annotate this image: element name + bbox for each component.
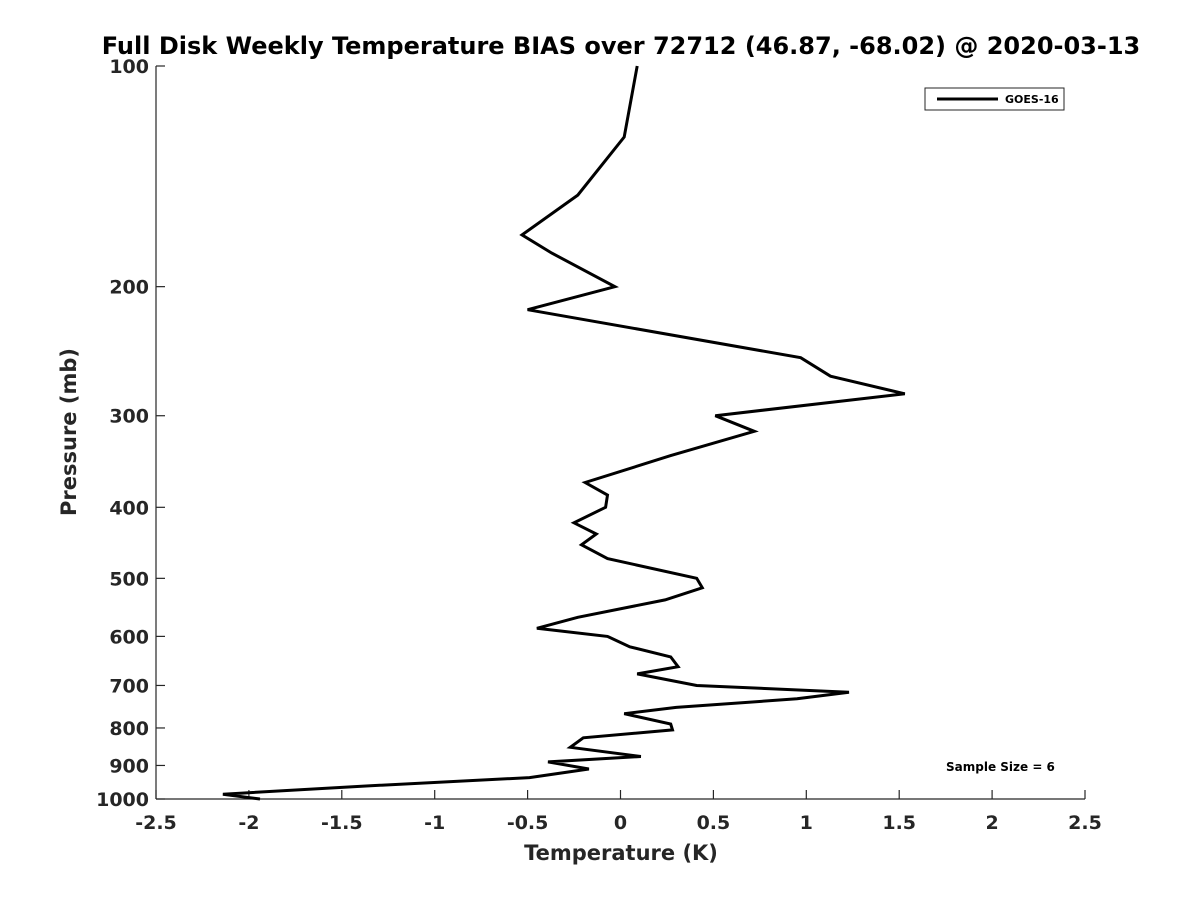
sample-size-annotation: Sample Size = 6 xyxy=(946,760,1055,774)
x-axis-label: Temperature (K) xyxy=(524,841,718,865)
x-tick-label: -1 xyxy=(424,812,445,834)
legend-label-goes-16: GOES-16 xyxy=(1005,93,1059,106)
series-line-goes-16 xyxy=(222,65,906,801)
x-tick-label: -2 xyxy=(238,812,259,834)
legend: GOES-16 xyxy=(924,87,1065,111)
y-tick-label: 900 xyxy=(109,755,149,777)
x-tick-label: 1.5 xyxy=(882,812,916,834)
y-tick-label: 1000 xyxy=(96,789,149,811)
y-tick-label: 800 xyxy=(109,718,149,740)
x-tick-label: -1.5 xyxy=(321,812,363,834)
x-tick-label: 0.5 xyxy=(697,812,731,834)
y-tick-label: 500 xyxy=(109,568,149,590)
y-axis-label: Pressure (mb) xyxy=(57,348,81,516)
x-tick-label: 1 xyxy=(800,812,813,834)
x-tick-label: -2.5 xyxy=(135,812,177,834)
x-tick-label: 0 xyxy=(614,812,627,834)
x-ticks: -2.5 -2 -1.5 -1 -0.5 0 0.5 1 1.5 2 2.5 xyxy=(135,790,1102,834)
chart-title: Full Disk Weekly Temperature BIAS over 7… xyxy=(102,32,1141,60)
y-tick-label: 400 xyxy=(109,497,149,519)
y-tick-label: 200 xyxy=(109,277,149,299)
x-tick-label: 2 xyxy=(985,812,998,834)
y-tick-label: 600 xyxy=(109,626,149,648)
y-tick-label: 100 xyxy=(109,56,149,78)
plot-area: -2.5 -2 -1.5 -1 -0.5 0 0.5 1 1.5 2 2.5 100 200 300 40… xyxy=(96,56,1102,834)
x-tick-label: -0.5 xyxy=(507,812,549,834)
y-ticks: 100 200 300 400 500 600 700 800 900 1000 xyxy=(96,56,165,811)
y-tick-label: 300 xyxy=(109,406,149,428)
x-tick-label: 2.5 xyxy=(1068,812,1102,834)
y-tick-label: 700 xyxy=(109,675,149,697)
